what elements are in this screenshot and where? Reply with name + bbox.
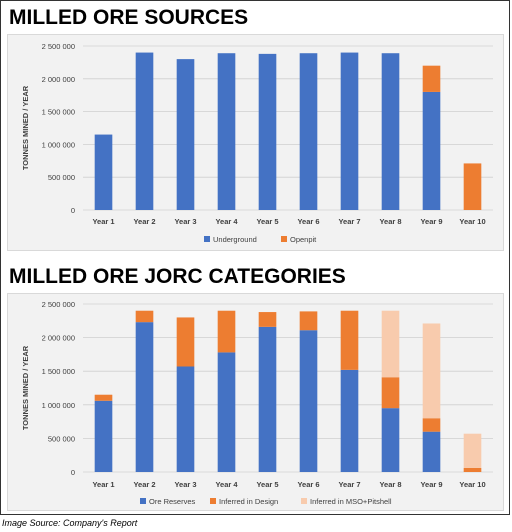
x-tick-label: Year 7	[338, 480, 360, 489]
y-axis-title: TONNES MINED / YEAR	[21, 345, 30, 430]
legend-swatch	[204, 236, 210, 242]
bar-inferred-in-mso-pitshell-year-10	[463, 433, 482, 468]
y-tick-label: 0	[71, 468, 75, 477]
y-tick-label: 0	[71, 206, 75, 215]
legend-swatch	[301, 498, 307, 504]
legend-label: Inferred in Design	[219, 497, 278, 506]
y-tick-label: 2 500 000	[42, 42, 75, 51]
bar-ore-reserves-year-9	[422, 431, 441, 472]
image-source-caption: Image Source: Company's Report	[2, 518, 138, 528]
bar-underground-year-2	[135, 52, 154, 210]
legend-swatch	[140, 498, 146, 504]
bar-inferred-in-design-year-4	[217, 310, 236, 353]
y-tick-label: 2 000 000	[42, 334, 75, 343]
x-tick-label: Year 4	[215, 217, 238, 226]
bar-underground-year-6	[299, 53, 318, 210]
legend-label: Openpit	[290, 235, 317, 244]
x-tick-label: Year 8	[379, 480, 401, 489]
y-tick-label: 1 000 000	[42, 140, 75, 149]
bar-underground-year-4	[217, 53, 236, 210]
chart-1-title: MILLED ORE SOURCES	[9, 6, 249, 29]
x-tick-label: Year 7	[338, 217, 360, 226]
legend-swatch	[281, 236, 287, 242]
bar-ore-reserves-year-8	[381, 408, 400, 472]
chart-2-panel: 0 500 000 1 000 000 1 500 000 2 000 000 2 500…	[7, 293, 504, 511]
x-tick-label: Year 5	[256, 217, 278, 226]
y-tick-label: 2 500 000	[42, 300, 75, 309]
x-tick-label: Year 3	[174, 217, 196, 226]
y-tick-label: 1 500 000	[42, 367, 75, 376]
bar-inferred-in-design-year-8	[381, 377, 400, 409]
bar-inferred-in-design-year-7	[340, 310, 359, 370]
bar-ore-reserves-year-1	[94, 400, 113, 472]
bar-underground-year-8	[381, 53, 400, 210]
x-tick-label: Year 2	[133, 480, 155, 489]
x-tick-label: Year 8	[379, 217, 401, 226]
bar-openpit-year-10	[463, 163, 482, 210]
bar-inferred-in-design-year-1	[94, 394, 113, 401]
legend-label: Inferred in MSO+Pitshell	[310, 497, 392, 506]
bar-ore-reserves-year-2	[135, 322, 154, 472]
bar-inferred-in-design-year-10	[463, 467, 482, 472]
bar-inferred-in-design-year-3	[176, 317, 195, 367]
bar-openpit-year-9	[422, 65, 441, 92]
bar-underground-year-1	[94, 134, 113, 210]
x-tick-label: Year 4	[215, 480, 238, 489]
bar-underground-year-3	[176, 59, 195, 211]
chart-2-title: MILLED ORE JORC CATEGORIES	[9, 265, 346, 288]
legend-swatch	[210, 498, 216, 504]
report-frame: MILLED ORE SOURCES 0 500 000 1 000 000 1 50…	[0, 0, 510, 515]
x-tick-label: Year 6	[297, 480, 319, 489]
bar-inferred-in-design-year-2	[135, 310, 154, 323]
y-axis-title: TONNES MINED / YEAR	[21, 85, 30, 170]
bar-ore-reserves-year-3	[176, 366, 195, 472]
y-tick-label: 500 000	[48, 434, 75, 443]
x-tick-label: Year 1	[92, 217, 114, 226]
legend-label: Underground	[213, 235, 257, 244]
x-tick-label: Year 3	[174, 480, 196, 489]
bar-ore-reserves-year-5	[258, 326, 277, 472]
x-tick-label: Year 2	[133, 217, 155, 226]
bar-inferred-in-design-year-6	[299, 311, 318, 331]
bar-inferred-in-design-year-9	[422, 418, 441, 432]
bar-inferred-in-mso-pitshell-year-8	[381, 310, 400, 378]
x-tick-label: Year 5	[256, 480, 278, 489]
x-tick-label: Year 10	[459, 217, 485, 226]
bar-underground-year-5	[258, 53, 277, 210]
y-tick-label: 1 500 000	[42, 108, 75, 117]
bar-inferred-in-design-year-5	[258, 312, 277, 327]
bar-underground-year-7	[340, 52, 359, 210]
chart-2-svg: 0 500 000 1 000 000 1 500 000 2 000 000 2 500…	[21, 300, 493, 506]
bar-ore-reserves-year-4	[217, 352, 236, 472]
bar-underground-year-9	[422, 91, 441, 210]
y-tick-label: 2 000 000	[42, 75, 75, 84]
x-tick-label: Year 9	[420, 217, 442, 226]
y-tick-label: 1 000 000	[42, 401, 75, 410]
x-tick-label: Year 9	[420, 480, 442, 489]
bar-ore-reserves-year-6	[299, 330, 318, 472]
x-tick-label: Year 10	[459, 480, 485, 489]
x-tick-label: Year 1	[92, 480, 114, 489]
legend-label: Ore Reserves	[149, 497, 196, 506]
x-tick-label: Year 6	[297, 217, 319, 226]
chart-1-panel: 0 500 000 1 000 000 1 500 000 2 000 000 2 500…	[7, 34, 504, 251]
y-tick-label: 500 000	[48, 173, 75, 182]
bar-inferred-in-mso-pitshell-year-9	[422, 323, 441, 419]
chart-1-svg: 0 500 000 1 000 000 1 500 000 2 000 000 2 500…	[21, 42, 493, 244]
bar-ore-reserves-year-7	[340, 369, 359, 472]
